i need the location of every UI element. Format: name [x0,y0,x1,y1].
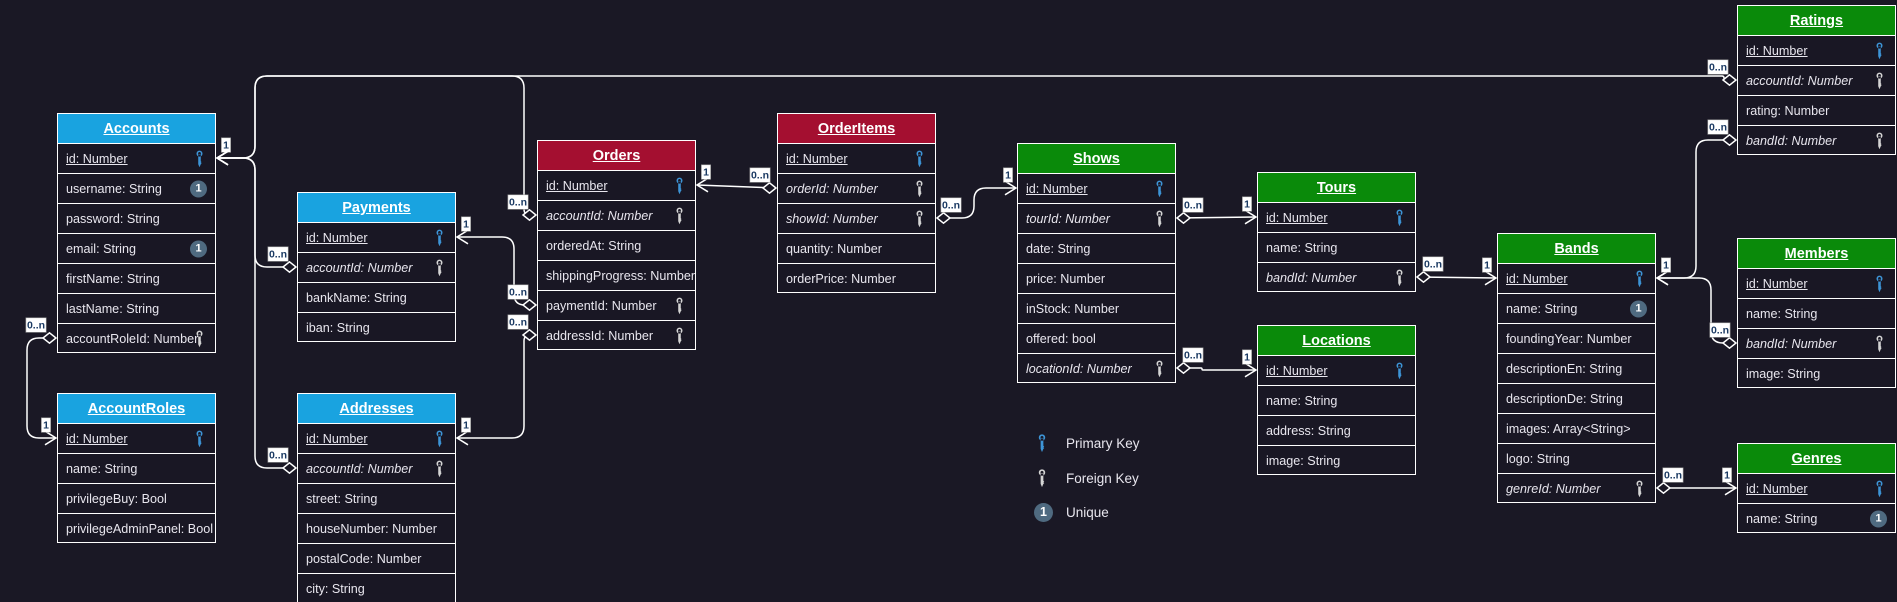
svg-text:0..n: 0..n [509,316,527,328]
svg-text:0..n: 0..n [1709,121,1727,133]
svg-text:0..n: 0..n [751,169,769,181]
svg-text:0..n: 0..n [1424,258,1442,270]
svg-text:1: 1 [1484,259,1490,271]
svg-text:0..n: 0..n [27,319,45,331]
svg-text:1: 1 [463,218,469,230]
svg-text:0..n: 0..n [509,196,527,208]
svg-text:0..n: 0..n [942,199,960,211]
svg-text:0..n: 0..n [1711,324,1729,336]
svg-text:1: 1 [463,419,469,431]
svg-text:0..n: 0..n [1184,199,1202,211]
svg-text:1: 1 [1244,351,1250,363]
svg-text:1: 1 [1724,469,1730,481]
svg-text:1: 1 [1244,198,1250,210]
svg-text:0..n: 0..n [1709,61,1727,73]
svg-text:1: 1 [223,139,229,151]
svg-text:1: 1 [703,166,709,178]
svg-text:1: 1 [1663,259,1669,271]
svg-text:0..n: 0..n [509,286,527,298]
svg-text:1: 1 [1663,259,1669,271]
svg-text:0..n: 0..n [269,449,287,461]
svg-text:0..n: 0..n [1184,349,1202,361]
svg-text:0..n: 0..n [269,248,287,260]
svg-text:0..n: 0..n [1664,469,1682,481]
svg-text:1: 1 [1005,169,1011,181]
svg-text:1: 1 [43,419,49,431]
